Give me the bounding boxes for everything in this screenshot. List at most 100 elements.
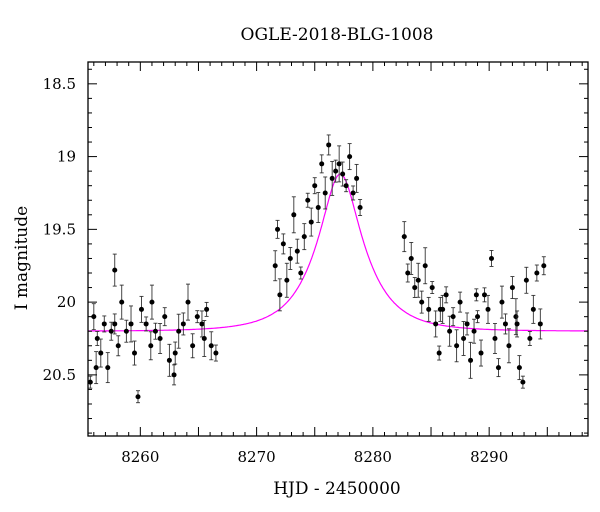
chart-title: OGLE-2018-BLG-1008	[241, 25, 434, 45]
data-point	[176, 328, 182, 334]
data-point	[138, 306, 144, 312]
data-point	[277, 292, 283, 298]
data-point	[464, 321, 470, 327]
data-point	[454, 343, 460, 349]
data-point	[280, 241, 286, 247]
data-point	[537, 321, 543, 327]
data-point	[284, 277, 290, 283]
data-point	[112, 321, 118, 327]
data-point	[415, 277, 421, 283]
data-point	[326, 142, 332, 148]
data-point	[475, 314, 481, 320]
data-point	[148, 343, 154, 349]
data-point	[488, 255, 494, 261]
data-point	[401, 234, 407, 240]
data-point	[347, 154, 353, 160]
data-point	[162, 314, 168, 320]
data-point	[132, 350, 138, 356]
data-point	[436, 350, 442, 356]
data-point	[98, 350, 104, 356]
data-point	[101, 321, 107, 327]
data-point	[523, 277, 529, 283]
data-point	[350, 190, 356, 196]
y-axis-label: I magnitude	[12, 206, 32, 310]
data-point	[149, 299, 155, 305]
data-point	[135, 394, 141, 400]
data-point	[468, 357, 474, 363]
data-point	[499, 299, 505, 305]
data-point	[204, 306, 210, 312]
data-point	[478, 350, 484, 356]
data-point	[291, 212, 297, 218]
x-tick-label: 8260	[121, 448, 159, 466]
axis-ticks-group: 8260 8270 8280 8290 18.5 19 19.5 20 20.5	[43, 62, 588, 466]
data-point	[333, 168, 339, 174]
data-point	[315, 205, 321, 211]
data-point	[194, 314, 200, 320]
data-point	[495, 365, 501, 371]
x-tick-label: 8290	[470, 448, 508, 466]
x-tick-label: 8280	[354, 448, 392, 466]
data-point	[275, 226, 281, 232]
data-points-group	[87, 134, 547, 404]
y-tick-label: 18.5	[43, 75, 76, 93]
x-axis-label: HJD - 2450000	[273, 479, 401, 499]
data-point	[419, 299, 425, 305]
data-point	[105, 365, 111, 371]
data-point	[541, 263, 547, 269]
data-point	[429, 285, 435, 291]
data-point	[443, 292, 449, 298]
data-point	[516, 365, 522, 371]
y-tick-label: 19.5	[43, 220, 76, 238]
x-tick-label: 8270	[238, 448, 276, 466]
data-point	[157, 335, 163, 341]
data-point	[473, 292, 479, 298]
data-point	[412, 285, 418, 291]
data-point	[426, 306, 432, 312]
data-point	[340, 171, 346, 177]
data-point	[357, 205, 363, 211]
data-point	[506, 343, 512, 349]
data-point	[457, 299, 463, 305]
data-point	[534, 270, 540, 276]
data-point	[422, 263, 428, 269]
data-point	[408, 255, 414, 261]
data-point	[190, 343, 196, 349]
y-tick-label: 19	[57, 148, 76, 166]
data-point	[308, 219, 314, 225]
data-point	[180, 321, 186, 327]
data-point	[272, 263, 278, 269]
data-point	[91, 314, 97, 320]
data-point	[119, 299, 125, 305]
data-point	[152, 328, 158, 334]
model-curve	[88, 173, 588, 332]
data-point	[513, 314, 519, 320]
model-curve-group	[88, 173, 588, 332]
y-tick-label: 20.5	[43, 366, 76, 384]
data-point	[93, 365, 99, 371]
data-point	[185, 299, 191, 305]
data-point	[112, 267, 118, 273]
data-point	[287, 255, 293, 261]
data-point	[301, 234, 307, 240]
data-point	[447, 328, 453, 334]
data-point	[461, 335, 467, 341]
data-point	[128, 321, 134, 327]
data-point	[298, 270, 304, 276]
data-point	[471, 328, 477, 334]
data-point	[527, 335, 533, 341]
data-point	[405, 270, 411, 276]
data-point	[294, 248, 300, 254]
data-point	[354, 175, 360, 181]
data-point	[87, 379, 93, 385]
data-point	[336, 161, 342, 167]
data-point	[94, 335, 100, 341]
data-point	[213, 350, 219, 356]
data-point	[201, 335, 207, 341]
data-point	[208, 343, 214, 349]
data-point	[171, 372, 177, 378]
data-point	[530, 306, 536, 312]
data-point	[437, 306, 443, 312]
data-point	[322, 190, 328, 196]
